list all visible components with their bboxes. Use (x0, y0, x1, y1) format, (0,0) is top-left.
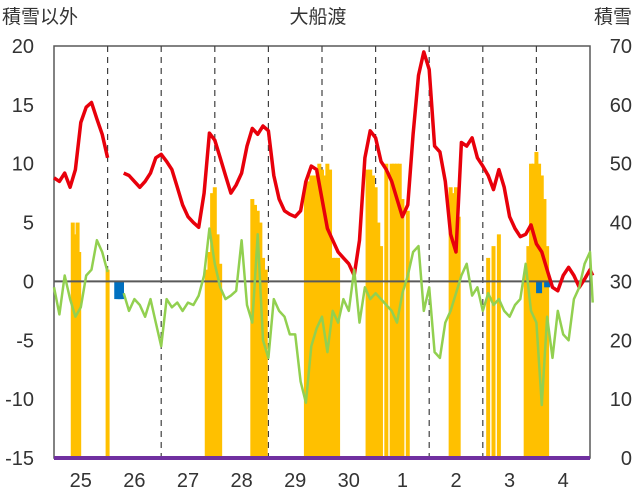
precip-bar (544, 281, 551, 288)
precip-bar (536, 281, 543, 294)
snow-bar (405, 210, 410, 458)
snow-bar (545, 246, 550, 458)
snow-bar (253, 204, 257, 458)
snow-bar (255, 210, 260, 458)
snow-bar (77, 252, 82, 458)
snow-bar (486, 257, 491, 458)
snow-bar (537, 163, 542, 458)
snow-bar (539, 175, 544, 458)
x-tick-label: 1 (397, 470, 408, 492)
snow-bar (303, 181, 308, 458)
snow-bar (336, 257, 341, 458)
x-tick-label: 2 (450, 470, 461, 492)
snow-bar (330, 257, 335, 458)
snow-bar (384, 163, 389, 458)
x-tick-label: 28 (230, 470, 252, 492)
y-tick-label-left: 10 (12, 154, 34, 176)
series-line-min (52, 227, 594, 407)
snow-bar (448, 187, 453, 458)
snow-bar (365, 169, 370, 458)
right-axis-title: 積雪 (593, 6, 632, 28)
x-tick-label: 26 (123, 470, 145, 492)
y-tick-label-left: -10 (5, 389, 34, 411)
snow-bar (328, 169, 333, 458)
snow-bar (317, 163, 322, 458)
snow-bar (218, 263, 223, 458)
snow-bar (456, 216, 461, 458)
snow-bar (207, 252, 212, 458)
chart-title: 大船渡 (289, 6, 347, 28)
snow-bar (325, 163, 330, 458)
snow-bar (523, 269, 528, 458)
snow-bar (311, 175, 316, 458)
snow-bar (210, 193, 215, 458)
snow-bar (496, 234, 501, 458)
precip-bar (118, 281, 124, 300)
snow-bar (376, 222, 381, 458)
x-tick-label: 30 (338, 470, 360, 492)
y-tick-label-right: 70 (610, 36, 632, 58)
x-tick-label: 4 (558, 470, 569, 492)
snow-bar (368, 169, 373, 458)
snow-bar (263, 269, 268, 458)
snow-bar (378, 246, 383, 458)
y-tick-label-left: 0 (23, 271, 34, 293)
y-tick-label-right: 50 (610, 154, 632, 176)
y-tick-label-right: 40 (610, 213, 632, 235)
y-tick-label-right: 20 (610, 330, 632, 352)
y-tick-label-left: -5 (16, 330, 34, 352)
x-tick-label: 27 (177, 470, 199, 492)
snow-bar (392, 163, 397, 458)
snow-bar (526, 246, 531, 458)
snow-bar (212, 187, 217, 458)
y-tick-label-right: 60 (610, 95, 632, 117)
snow-bar (322, 175, 327, 458)
y-tick-label-right: 10 (610, 389, 632, 411)
snow-bar (542, 199, 547, 458)
snow-bar (491, 246, 496, 458)
snow-bar (250, 199, 255, 458)
snow-bar (370, 175, 375, 458)
x-tick-label: 29 (284, 470, 306, 492)
snow-bar (373, 187, 378, 458)
x-tick-label: 25 (70, 470, 92, 492)
snow-bar (261, 257, 266, 458)
x-tick-label: 3 (504, 470, 515, 492)
snow-bar (204, 269, 209, 458)
snow-bar (400, 199, 405, 458)
snow-bar (395, 163, 400, 458)
snow-bar (215, 234, 220, 458)
y-tick-label-right: 0 (621, 448, 632, 470)
left-axis-title: 積雪以外 (2, 6, 79, 28)
snow-bar (531, 163, 536, 458)
y-tick-label-left: 5 (23, 213, 34, 235)
snow-bar (105, 269, 110, 458)
snow-bar (534, 151, 539, 458)
snow-bar (306, 181, 311, 458)
snow-bar (309, 175, 314, 458)
snow-bar (314, 175, 319, 458)
snow-bar (454, 187, 458, 458)
snow-bar (320, 169, 324, 458)
series-line-max (53, 50, 595, 293)
y-tick-label-right: 30 (610, 271, 632, 293)
y-tick-label-left: 15 (12, 95, 34, 117)
snow-bar (451, 193, 456, 458)
y-tick-label-left: -15 (5, 448, 34, 470)
y-tick-label-left: 20 (12, 36, 34, 58)
snow-bar (258, 222, 263, 458)
snow-bar (333, 257, 338, 458)
